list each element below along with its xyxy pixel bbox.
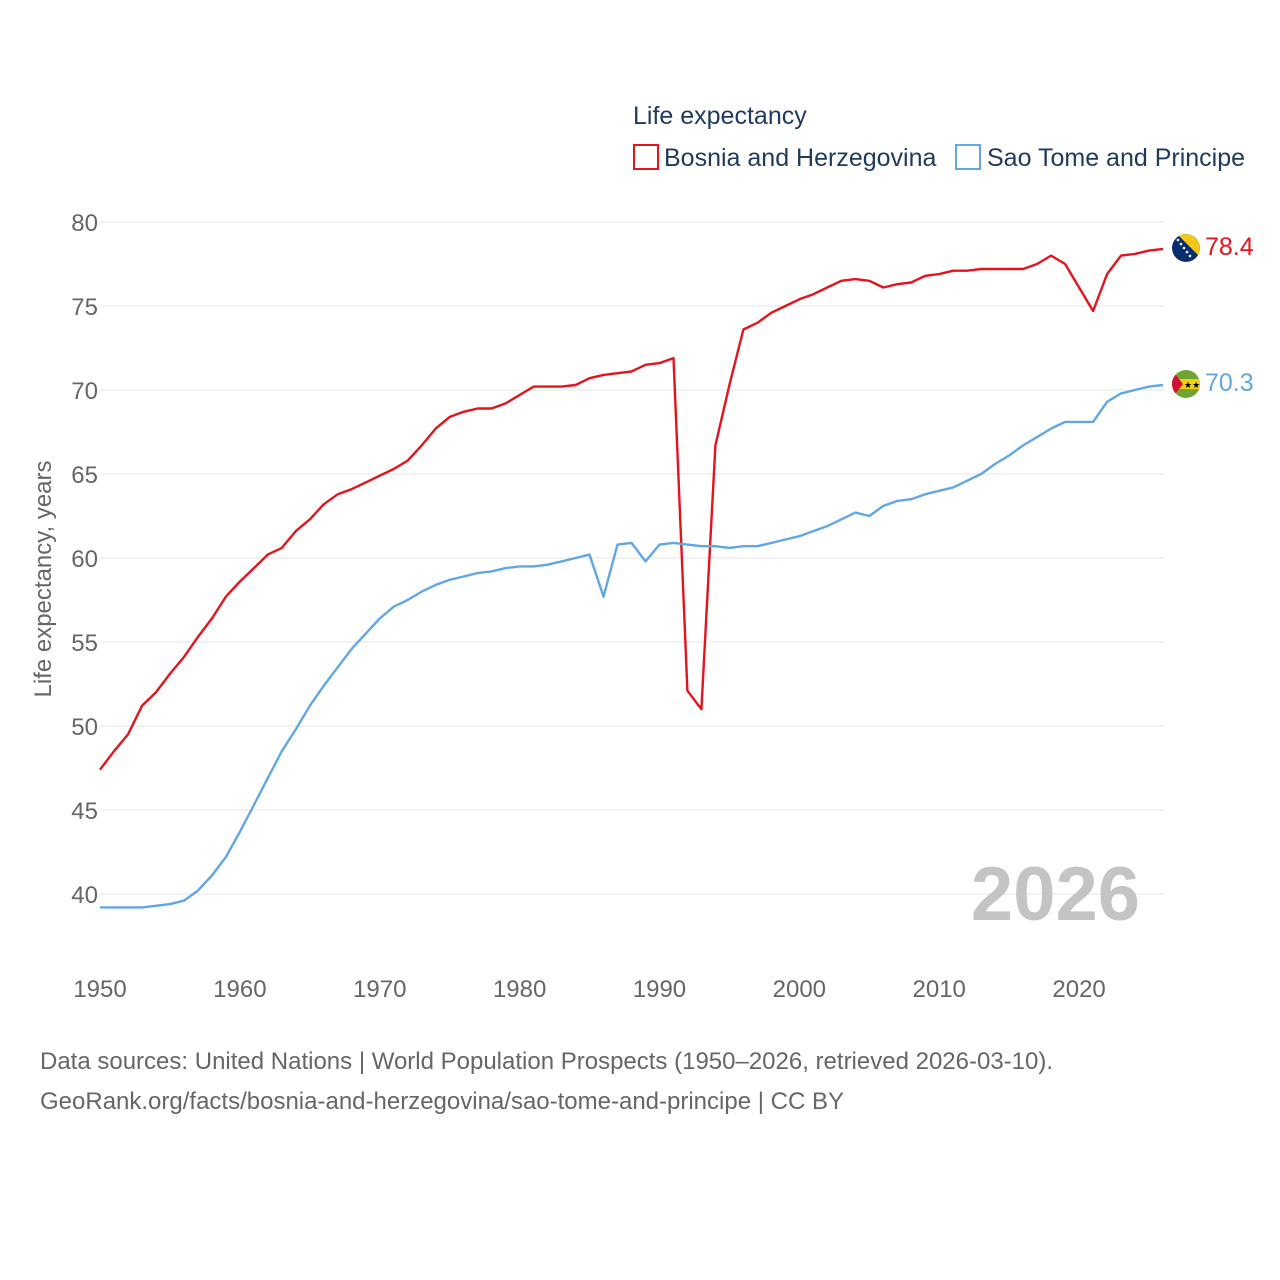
- legend-label-sao-tome: Sao Tome and Principe: [987, 144, 1245, 172]
- y-axis-ticks: 40 45 50 55 60 65 70 75 80: [71, 210, 98, 909]
- x-tick-label: 2010: [913, 976, 966, 1003]
- y-tick-label: 50: [71, 714, 98, 741]
- source-note: Data sources: United Nations | World Pop…: [40, 1042, 1053, 1122]
- year-watermark: 2026: [971, 852, 1140, 937]
- bosnia-and-herzegovina-flag-icon: [1172, 234, 1200, 262]
- y-axis-title: Life expectancy, years: [30, 460, 57, 697]
- y-tick-label: 70: [71, 378, 98, 405]
- source-line-2: GeoRank.org/facts/bosnia-and-herzegovina…: [40, 1088, 844, 1115]
- legend-label-bosnia: Bosnia and Herzegovina: [664, 144, 936, 172]
- y-tick-label: 55: [71, 630, 98, 657]
- series-line-sao-tome-and-principe: [100, 383, 1164, 909]
- y-tick-label: 80: [71, 210, 98, 237]
- legend-swatch-bosnia: [633, 144, 659, 170]
- y-tick-label: 40: [71, 882, 98, 909]
- x-tick-label: 1960: [213, 976, 266, 1003]
- end-value-bosnia: 78.4: [1205, 233, 1254, 261]
- end-value-sao-tome: 70.3: [1205, 369, 1254, 397]
- source-line-1: Data sources: United Nations | World Pop…: [40, 1048, 1054, 1075]
- legend-item-bosnia[interactable]: Bosnia and Herzegovina: [633, 144, 936, 172]
- x-tick-label: 2000: [773, 976, 826, 1003]
- legend: Life expectancy Bosnia and Herzegovina S…: [633, 102, 1245, 172]
- svg-text:★★: ★★: [1184, 381, 1200, 391]
- x-tick-label: 1970: [353, 976, 406, 1003]
- y-tick-label: 45: [71, 798, 98, 825]
- x-tick-label: 1950: [73, 976, 126, 1003]
- y-tick-label: 60: [71, 546, 98, 573]
- x-tick-label: 1990: [633, 976, 686, 1003]
- x-tick-label: 2020: [1052, 976, 1105, 1003]
- x-tick-label: 1980: [493, 976, 546, 1003]
- series-line-bosnia-and-herzegovina: [99, 247, 1164, 771]
- gridlines: [100, 221, 1165, 895]
- x-axis-ticks: 1950 1960 1970 1980 1990 2000 2010 2020: [73, 976, 1105, 1003]
- y-tick-label: 75: [71, 294, 98, 321]
- sao-tome-and-principe-flag-icon: ★★: [1172, 370, 1200, 398]
- series-lines: [99, 247, 1164, 909]
- legend-title: Life expectancy: [633, 102, 807, 130]
- legend-swatch-sao-tome: [955, 144, 981, 170]
- y-tick-label: 65: [71, 462, 98, 489]
- legend-item-sao-tome[interactable]: Sao Tome and Principe: [955, 144, 1245, 172]
